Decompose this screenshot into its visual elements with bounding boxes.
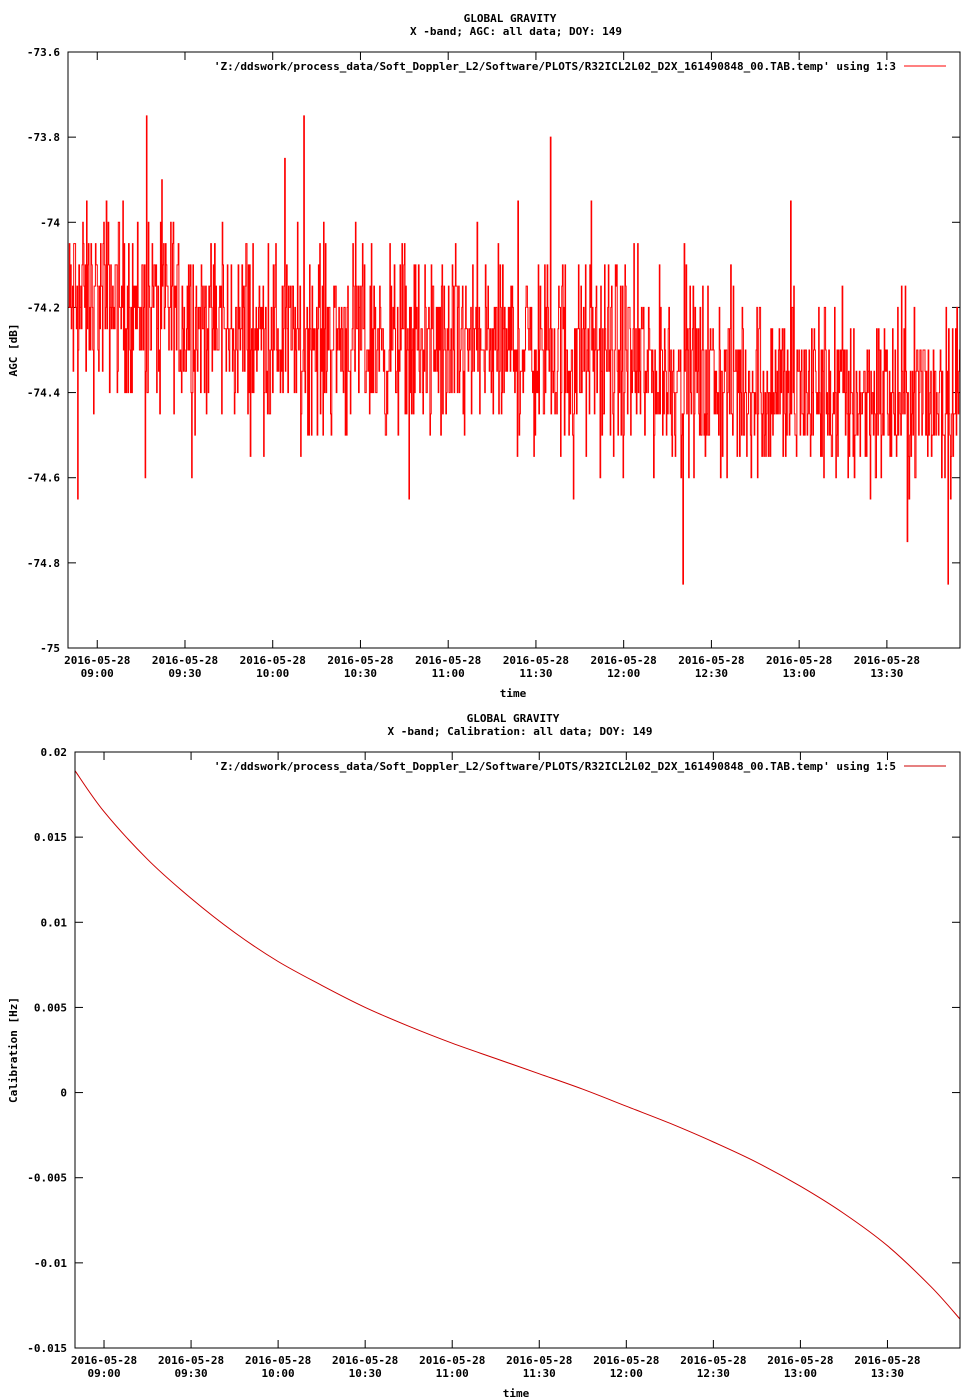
agc-series-line	[68, 115, 961, 585]
y-tick-label: -0.005	[27, 1172, 67, 1185]
x-tick-time: 09:00	[81, 667, 114, 680]
x-tick-date: 2016-05-28	[680, 1354, 746, 1367]
calibration-plot-frame	[74, 751, 961, 1349]
y-tick-label: 0.005	[34, 1001, 67, 1014]
calibration-x-ticks: 2016-05-2809:002016-05-2809:302016-05-28…	[71, 752, 921, 1380]
x-tick-time: 11:30	[523, 1367, 556, 1380]
y-tick-label: 0.02	[41, 746, 68, 759]
x-tick-date: 2016-05-28	[332, 1354, 398, 1367]
x-tick-time: 09:30	[168, 667, 201, 680]
x-tick-time: 12:00	[610, 1367, 643, 1380]
x-tick-time: 12:30	[697, 1367, 730, 1380]
x-tick-date: 2016-05-28	[503, 654, 569, 667]
y-tick-label: -75	[40, 642, 60, 655]
agc-legend-label: 'Z:/ddswork/process_data/Soft_Doppler_L2…	[214, 60, 896, 73]
x-tick-time: 10:00	[256, 667, 289, 680]
x-tick-date: 2016-05-28	[64, 654, 130, 667]
calibration-chart-subtitle: X -band; Calibration: all data; DOY: 149	[388, 725, 653, 738]
x-tick-time: 13:30	[871, 1367, 904, 1380]
x-tick-date: 2016-05-28	[591, 654, 657, 667]
y-tick-label: -74.6	[27, 472, 60, 485]
agc-y-ticks: -73.6 -73.8 -74 -74.2 -74.4 -74.6 -74.8 -75	[27, 46, 960, 655]
y-tick-label: -0.01	[34, 1257, 67, 1270]
y-tick-label: -0.015	[27, 1342, 67, 1355]
x-tick-date: 2016-05-28	[593, 1354, 659, 1367]
x-tick-date: 2016-05-28	[419, 1354, 485, 1367]
agc-chart: GLOBAL GRAVITY X -band; AGC: all data; D…	[7, 12, 961, 700]
x-tick-time: 11:30	[519, 667, 552, 680]
y-tick-label: -74.2	[27, 301, 60, 314]
x-tick-time: 09:00	[87, 1367, 120, 1380]
y-tick-label: -73.6	[27, 46, 60, 59]
calibration-legend-label: 'Z:/ddswork/process_data/Soft_Doppler_L2…	[214, 760, 896, 773]
x-tick-time: 12:30	[695, 667, 728, 680]
x-tick-date: 2016-05-28	[767, 1354, 833, 1367]
x-tick-date: 2016-05-28	[766, 654, 832, 667]
x-tick-date: 2016-05-28	[240, 654, 306, 667]
x-tick-date: 2016-05-28	[678, 654, 744, 667]
agc-x-axis-label: time	[500, 687, 527, 700]
x-tick-time: 10:30	[344, 667, 377, 680]
x-tick-date: 2016-05-28	[854, 654, 920, 667]
calibration-y-ticks: 0.02 0.015 0.01 0.005 0 -0.005 -0.01 -0.015	[27, 746, 960, 1355]
agc-x-ticks: 2016-05-2809:002016-05-2809:302016-05-28…	[64, 52, 920, 680]
y-tick-label: -73.8	[27, 131, 60, 144]
x-tick-date: 2016-05-28	[327, 654, 393, 667]
x-tick-date: 2016-05-28	[245, 1354, 311, 1367]
y-tick-label: -74.8	[27, 557, 60, 570]
y-tick-label: 0	[60, 1087, 67, 1100]
x-tick-time: 11:00	[432, 667, 465, 680]
calibration-series-line	[74, 770, 961, 1320]
x-tick-time: 13:00	[783, 667, 816, 680]
x-tick-date: 2016-05-28	[71, 1354, 137, 1367]
x-tick-date: 2016-05-28	[854, 1354, 920, 1367]
calibration-chart: GLOBAL GRAVITY X -band; Calibration: all…	[7, 712, 961, 1400]
y-tick-label: -74.4	[27, 387, 60, 400]
calibration-chart-title: GLOBAL GRAVITY	[467, 712, 560, 725]
x-tick-date: 2016-05-28	[415, 654, 481, 667]
calibration-x-axis-label: time	[503, 1387, 530, 1400]
x-tick-date: 2016-05-28	[152, 654, 218, 667]
y-tick-label: 0.015	[34, 831, 67, 844]
x-tick-date: 2016-05-28	[158, 1354, 224, 1367]
y-tick-label: 0.01	[41, 916, 68, 929]
x-tick-time: 12:00	[607, 667, 640, 680]
agc-chart-title: GLOBAL GRAVITY	[464, 12, 557, 25]
x-tick-date: 2016-05-28	[506, 1354, 572, 1367]
agc-y-axis-label: AGC [dB]	[7, 324, 20, 377]
agc-chart-subtitle: X -band; AGC: all data; DOY: 149	[410, 25, 622, 38]
x-tick-time: 10:00	[262, 1367, 295, 1380]
x-tick-time: 11:00	[436, 1367, 469, 1380]
x-tick-time: 10:30	[349, 1367, 382, 1380]
x-tick-time: 09:30	[175, 1367, 208, 1380]
x-tick-time: 13:30	[870, 667, 903, 680]
agc-plot-frame	[67, 51, 961, 649]
x-tick-time: 13:00	[784, 1367, 817, 1380]
y-tick-label: -74	[40, 216, 60, 229]
calibration-y-axis-label: Calibration [Hz]	[7, 997, 20, 1103]
